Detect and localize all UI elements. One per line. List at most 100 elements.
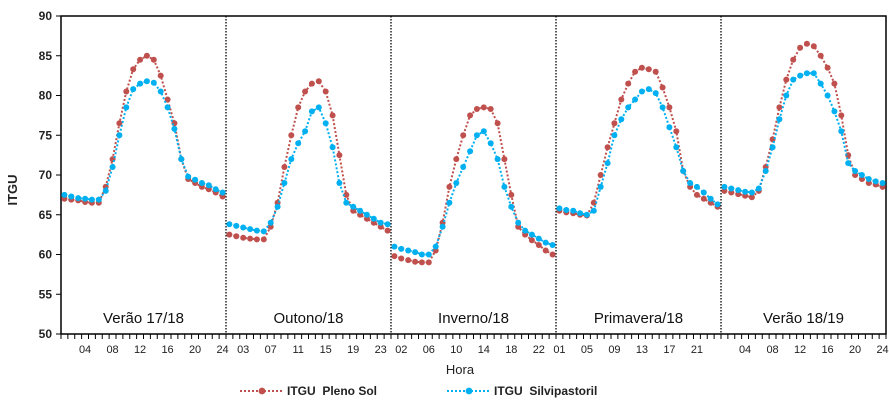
data-point	[542, 247, 549, 254]
x-tick-label: 10	[450, 344, 462, 356]
season-label: Verão 17/18	[103, 310, 184, 327]
data-point	[302, 88, 309, 95]
data-point	[666, 104, 673, 111]
data-point	[157, 72, 164, 79]
legend-item-silvipastoril: ITGU Silvipastoril	[447, 384, 597, 398]
y-tick-label: 80	[39, 89, 53, 103]
data-point	[618, 96, 625, 103]
data-point	[687, 180, 694, 186]
x-tick-label: 14	[478, 344, 490, 356]
data-point	[638, 64, 645, 71]
x-tick-label: 22	[533, 344, 545, 356]
data-point	[178, 156, 185, 163]
data-point	[61, 191, 68, 198]
data-point	[535, 235, 542, 242]
x-tick-label: 23	[375, 344, 387, 356]
data-point	[137, 56, 144, 63]
data-point	[192, 176, 199, 183]
data-point	[219, 189, 226, 196]
data-point	[336, 152, 343, 159]
data-point	[570, 207, 577, 214]
data-point	[528, 237, 535, 244]
data-point	[632, 96, 639, 103]
data-point	[638, 88, 645, 95]
series-layer	[61, 40, 886, 266]
y-tick-label: 75	[39, 128, 53, 142]
data-point	[315, 104, 322, 111]
data-point	[446, 199, 453, 206]
data-point	[260, 236, 267, 243]
legend-item-pleno-sol: ITGU Pleno Sol	[240, 384, 377, 398]
data-point	[253, 236, 260, 243]
data-point	[632, 68, 639, 75]
plot-area	[60, 15, 887, 335]
data-point	[645, 86, 652, 93]
data-point	[391, 253, 398, 260]
data-point	[528, 231, 535, 238]
data-point	[233, 233, 240, 240]
data-point	[556, 205, 563, 212]
data-point	[116, 132, 123, 139]
data-point	[625, 104, 632, 111]
data-point	[652, 68, 659, 75]
data-point	[267, 219, 274, 226]
data-point	[831, 108, 838, 115]
data-point	[302, 128, 309, 135]
data-point	[776, 104, 783, 111]
x-tick-label: 12	[794, 344, 806, 356]
data-point	[453, 156, 460, 163]
x-tick-label: 18	[505, 344, 517, 356]
series-line	[64, 54, 224, 204]
x-tick-label: 17	[663, 344, 675, 356]
data-point	[274, 203, 281, 210]
data-point	[831, 80, 838, 87]
data-point	[838, 112, 845, 119]
x-tick-label: 08	[106, 344, 118, 356]
data-point	[659, 104, 666, 111]
data-point	[418, 251, 425, 258]
legend-swatch-marker	[465, 387, 473, 395]
data-point	[322, 88, 329, 95]
data-point	[604, 160, 611, 167]
x-tick-label: 13	[636, 344, 648, 356]
data-point	[797, 44, 804, 51]
data-point	[693, 191, 700, 198]
data-point	[425, 251, 432, 258]
data-point	[721, 183, 728, 190]
x-tick-label: 08	[766, 344, 778, 356]
data-point	[790, 56, 797, 63]
data-point	[432, 243, 439, 250]
plot-frame	[60, 15, 887, 335]
data-point	[501, 156, 508, 163]
data-point	[852, 168, 859, 174]
data-point	[295, 104, 302, 111]
data-point	[535, 242, 542, 248]
data-point	[473, 106, 480, 112]
data-point	[247, 226, 254, 233]
data-point	[95, 196, 102, 203]
data-point	[405, 247, 412, 254]
data-point	[515, 219, 522, 226]
data-point	[673, 128, 680, 135]
data-point	[549, 242, 556, 248]
data-point	[363, 211, 370, 218]
data-point	[405, 257, 412, 264]
data-point	[618, 116, 625, 123]
data-point	[762, 168, 769, 174]
data-point	[522, 227, 529, 234]
data-point	[597, 183, 604, 190]
data-point	[226, 221, 233, 228]
data-point	[109, 164, 116, 170]
x-tick-label: 02	[395, 344, 407, 356]
data-point	[797, 72, 804, 79]
data-point	[776, 116, 783, 123]
data-point	[240, 224, 247, 231]
data-point	[377, 219, 384, 226]
data-point	[714, 201, 721, 208]
x-tick-label: 12	[134, 344, 146, 356]
data-point	[611, 132, 618, 139]
data-point	[164, 96, 171, 103]
data-point	[137, 80, 144, 87]
y-tick-label: 85	[39, 49, 53, 63]
